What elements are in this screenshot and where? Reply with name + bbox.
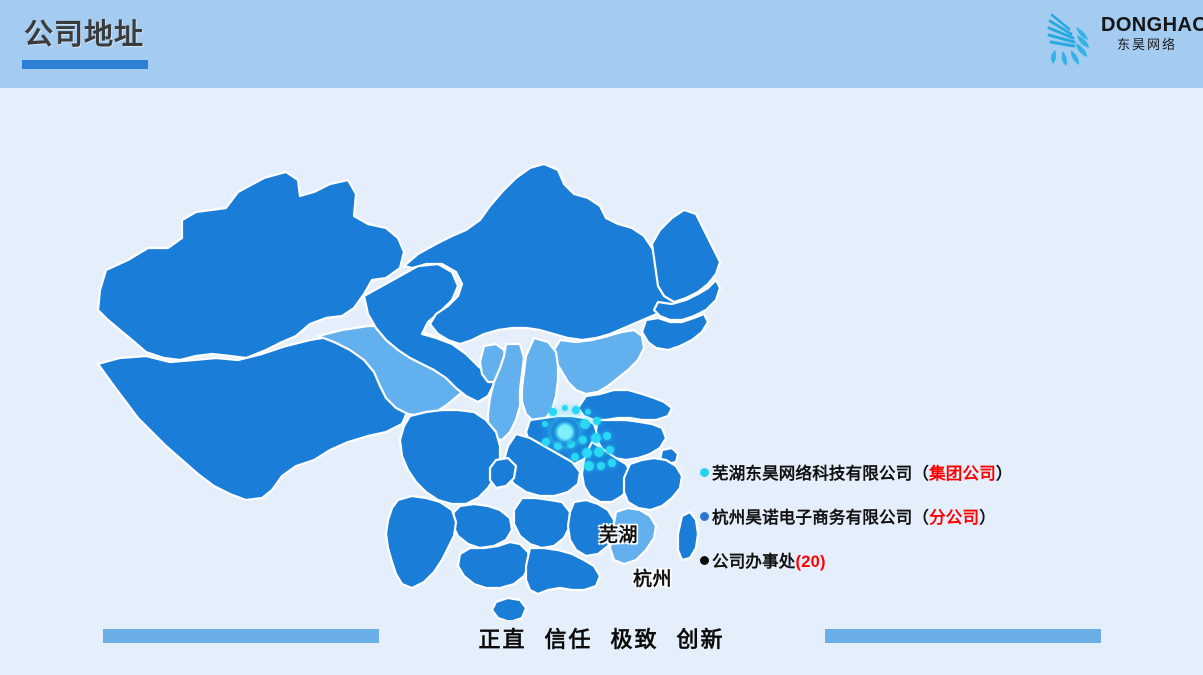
footer-slogan-word: 极致 — [610, 627, 659, 652]
map-office-marker — [579, 436, 587, 444]
province-shaanxi — [486, 342, 526, 442]
province-hebei — [552, 328, 646, 396]
map-office-marker — [572, 406, 580, 414]
province-fujian — [608, 506, 658, 566]
legend: 芜湖东昊网络科技有限公司（ 集团公司 ） 杭州昊诺电子商务有限公司（ 分公司 ）… — [700, 460, 1130, 592]
legend-label: 公司办事处 — [712, 553, 796, 571]
province-yunnan — [384, 494, 458, 590]
map-label-wuhu: 芜湖 — [599, 525, 639, 546]
footer-slogan-word: 信任 — [544, 627, 593, 652]
province-anhui — [580, 440, 634, 504]
province-sichuan — [398, 408, 502, 506]
map-office-marker — [591, 433, 601, 443]
province-taiwan — [676, 510, 700, 562]
legend-label: 芜湖东昊网络科技有限公司（ — [712, 465, 930, 483]
legend-item-offices: 公司办事处 (20) — [700, 548, 1130, 572]
map-office-marker — [549, 408, 557, 416]
company-logo: DONGHAO 东昊网络 — [1035, 6, 1203, 72]
map-office-marker — [606, 446, 614, 454]
map-office-marker — [582, 448, 592, 458]
legend-tail: ） — [979, 509, 996, 527]
china-map: 芜湖 杭州 — [86, 120, 726, 620]
province-inner-mongolia — [402, 162, 688, 346]
province-chongqing — [488, 456, 518, 490]
legend-note: (20) — [795, 553, 826, 571]
map-office-marker — [584, 461, 594, 471]
province-heilongjiang — [650, 208, 722, 304]
map-office-marker — [542, 421, 548, 427]
page-title: 公司地址 — [24, 19, 145, 51]
footer-slogan-word: 正直 — [478, 627, 527, 652]
province-liaoning — [640, 312, 710, 352]
province-xinjiang — [96, 170, 406, 362]
header-band — [0, 0, 1203, 88]
footer-slogan-word: 创新 — [676, 627, 725, 652]
map-office-marker — [597, 462, 605, 470]
province-jilin — [652, 278, 722, 322]
title-underline — [22, 60, 148, 69]
logo-text-block: DONGHAO 东昊网络 — [1101, 14, 1203, 52]
logo-name: DONGHAO — [1101, 14, 1203, 36]
province-zhejiang — [622, 456, 684, 512]
legend-note: 分公司 — [929, 509, 980, 527]
map-office-marker — [571, 453, 579, 461]
map-office-marker — [562, 405, 568, 411]
province-guangdong — [524, 546, 602, 596]
map-office-marker — [608, 459, 616, 467]
province-shandong — [576, 388, 674, 422]
map-headquarters-marker — [551, 418, 579, 446]
footer-slogan: 正直 信任 极致 创新 — [0, 622, 1203, 654]
province-tibet — [96, 334, 410, 502]
legend-item-branch-company: 杭州昊诺电子商务有限公司（ 分公司 ） — [700, 504, 1130, 528]
map-office-marker — [554, 442, 562, 450]
legend-label: 杭州昊诺电子商务有限公司（ — [712, 509, 930, 527]
province-hunan — [512, 496, 572, 550]
legend-tail: ） — [995, 465, 1013, 483]
legend-bullet-icon — [700, 556, 709, 565]
legend-bullet-icon — [700, 468, 709, 477]
map-office-marker — [580, 419, 590, 429]
province-jiangxi — [566, 498, 616, 558]
map-label-hangzhou: 杭州 — [633, 569, 673, 590]
map-office-marker — [585, 409, 591, 415]
legend-note: 集团公司 — [929, 465, 996, 483]
map-office-marker — [603, 432, 611, 440]
logo-subtitle: 东昊网络 — [1116, 37, 1177, 52]
footer-bar-right — [825, 629, 1101, 643]
map-office-marker — [593, 417, 601, 425]
legend-bullet-icon — [700, 512, 709, 521]
china-provinces-map-svg — [96, 162, 722, 620]
map-office-marker — [594, 447, 604, 457]
province-guangxi — [456, 540, 532, 590]
legend-item-group-company: 芜湖东昊网络科技有限公司（ 集团公司 ） — [700, 460, 1130, 484]
province-hainan — [490, 596, 528, 620]
footer-bar-left — [103, 629, 379, 643]
donghao-wing-logo-icon — [1043, 10, 1101, 68]
map-office-marker — [542, 438, 550, 446]
province-guizhou — [450, 502, 514, 550]
